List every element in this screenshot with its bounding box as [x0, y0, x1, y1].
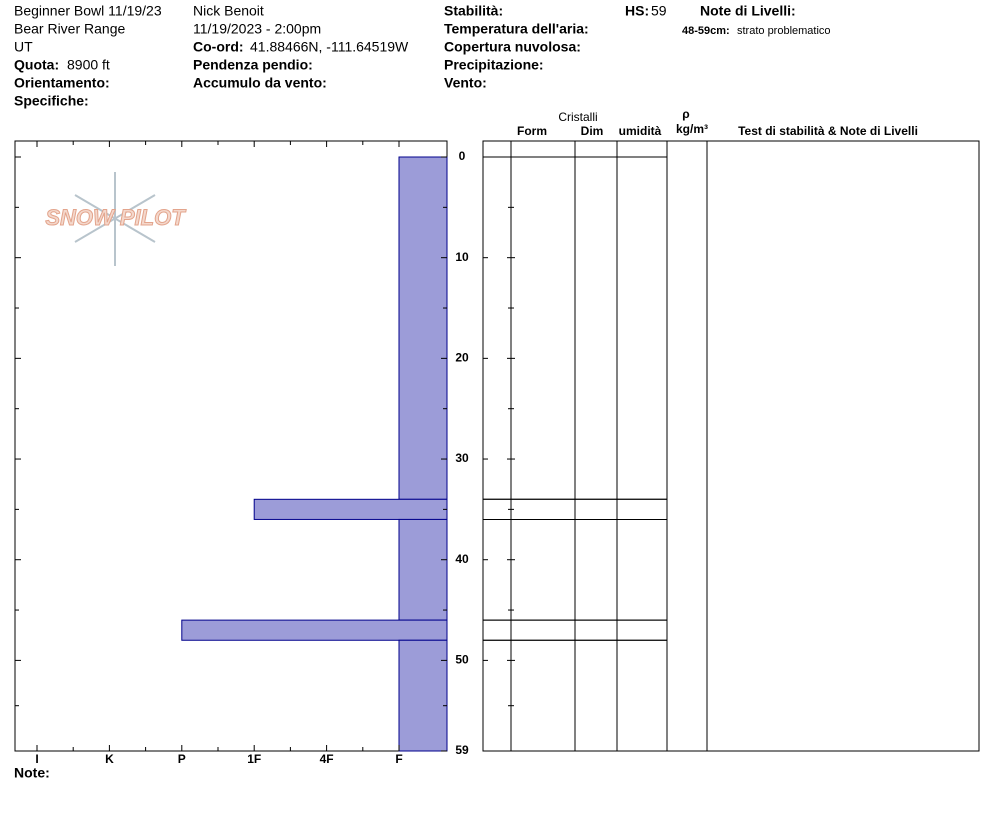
logo-text: SNOW PILOT [45, 205, 186, 230]
hardness-bar [398, 156, 448, 500]
cloud-label: Copertura nuvolosa: [444, 39, 581, 55]
x-tick-label: P [178, 752, 186, 766]
crystals-header: Cristalli [558, 110, 597, 124]
datetime: 11/19/2023 - 2:00pm [193, 21, 321, 37]
slope-label: Pendenza pendio: [193, 57, 313, 73]
y-tick-label: 59 [455, 743, 469, 757]
state: UT [14, 39, 33, 55]
form-header: Form [517, 124, 547, 138]
table-header: Cristalli Form Dim umidità ρ kg/m³ Test … [517, 107, 918, 138]
hardness-bar [253, 498, 448, 520]
stability-label: Stabilità: [444, 3, 503, 19]
aspect-label: Orientamento: [14, 75, 110, 91]
size-header: Dim [581, 124, 604, 138]
precip-label: Precipitazione: [444, 57, 544, 73]
air-temp-label: Temperatura dell'aria: [444, 21, 589, 37]
y-tick-label: 0 [459, 149, 466, 163]
y-tick-label: 20 [455, 351, 469, 365]
hs: 59 [651, 3, 667, 19]
x-tick-label: I [35, 752, 38, 766]
wind-label: Vento: [444, 75, 487, 91]
layer-notes-label: Note di Livelli: [700, 3, 796, 19]
coord-label: Co-ord: [193, 39, 244, 55]
specifics-label: Specifiche: [14, 93, 89, 109]
y-tick-label: 10 [455, 250, 469, 264]
tests-header: Test di stabilità & Note di Livelli [738, 124, 918, 138]
header: Beginner Bowl 11/19/23 Bear River Range … [14, 3, 831, 781]
hardness-frame [14, 140, 448, 752]
hardness-bar [398, 639, 448, 752]
hardness-bar [181, 619, 448, 641]
table-frame [482, 140, 980, 752]
x-tick-label: 4F [320, 752, 334, 766]
elevation-label: Quota: [14, 57, 59, 73]
logo: SNOW PILOT [45, 172, 187, 266]
range: Bear River Range [14, 21, 125, 37]
x-tick-label: F [395, 752, 402, 766]
location: Beginner Bowl 11/19/23 [14, 3, 162, 19]
layer-note-range: 48-59cm: [682, 25, 730, 37]
notes-label: Note: [14, 765, 50, 781]
moisture-header: umidità [619, 124, 662, 138]
layer-note-text: strato problematico [737, 25, 831, 37]
elevation: 8900 ft [67, 57, 110, 73]
density-header: kg/m³ [676, 122, 708, 136]
wind-loading-label: Accumulo da vento: [193, 75, 327, 91]
rho-header: ρ [682, 107, 689, 121]
x-tick-label: K [105, 752, 114, 766]
coord: 41.88466N, -111.64519W [250, 39, 409, 55]
y-tick-label: 40 [455, 552, 469, 566]
y-tick-label: 50 [455, 653, 469, 667]
hs-label: HS: [625, 3, 649, 19]
hardness-bar [398, 518, 448, 621]
observer: Nick Benoit [193, 3, 264, 19]
y-tick-label: 30 [455, 451, 469, 465]
x-tick-label: 1F [247, 752, 261, 766]
